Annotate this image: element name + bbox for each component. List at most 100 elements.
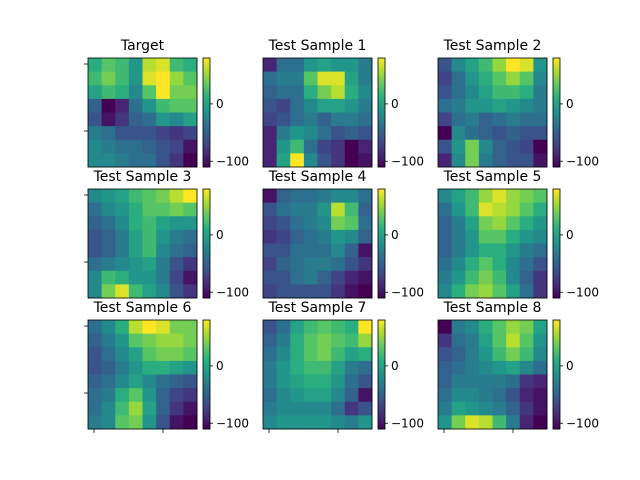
heatmap-cell [128,270,143,285]
colorbar-segment [553,116,560,119]
heatmap-cell [465,229,480,244]
colorbar-segment [378,238,385,241]
heatmap-cell [438,126,453,141]
heatmap-cell [478,401,493,416]
colorbar-segment [378,201,385,204]
heatmap-cell [506,153,521,168]
colorbar-segment [378,278,385,281]
colorbar-segment [553,334,560,337]
colorbar-segment [553,105,560,108]
colorbar-segment [553,248,560,252]
heatmap-cell [169,202,184,217]
colorbar-segment [203,88,210,92]
heatmap-cell [183,202,198,217]
colorbar-segment [378,350,385,354]
colorbar-segment [378,416,385,419]
colorbar-segment [553,88,560,92]
colorbar-segment [378,389,385,392]
panel-title: Test Sample 1 [268,38,367,54]
heatmap-cell [115,98,130,113]
colorbar-segment [553,112,560,115]
heatmap-cell [276,415,291,430]
colorbar-segment [203,379,210,383]
heatmap-cell [101,216,116,231]
colorbar-tick-label: 0 [566,97,574,111]
heatmap-cell [451,257,466,272]
colorbar-segment [203,156,210,159]
colorbar-segment [378,378,385,381]
heatmap-cell [156,71,171,86]
colorbar-segment [203,356,210,359]
heatmap-cell [88,112,103,127]
heatmap-cell [465,388,480,403]
colorbar-segment [553,143,560,146]
heatmap-cell [358,284,373,299]
heatmap-cell [533,112,548,127]
heatmap-cell [451,58,466,73]
colorbar-tick-label: −100 [216,416,249,430]
colorbar-segment [378,358,385,361]
colorbar-segment [553,414,560,417]
heatmap-cell [358,320,373,335]
colorbar-segment [553,228,560,232]
colorbar-segment [553,87,560,90]
colorbar-segment [553,405,560,408]
colorbar-segment [378,136,385,139]
colorbar-tick-label: −100 [216,154,249,168]
colorbar-segment [378,105,385,108]
heatmap-cell [290,202,305,217]
colorbar-tick-label: 0 [391,359,399,373]
colorbar-segment [203,274,210,277]
colorbar-tick-label: 0 [216,228,224,242]
colorbar-segment [378,132,385,135]
colorbar-segment [203,230,210,233]
colorbar-segment [553,356,560,359]
heatmap-cell [263,216,278,231]
colorbar-segment [553,81,560,84]
colorbar-segment [553,339,560,343]
colorbar-segment [378,72,385,75]
colorbar-segment [553,258,560,261]
heatmap-cell [492,139,507,154]
colorbar-segment [203,154,210,157]
heatmap-cell [438,189,453,204]
colorbar-segment [203,214,210,217]
heatmap-cell [263,229,278,244]
heatmap-cell [492,284,507,299]
colorbar-segment [203,410,210,414]
heatmap-cell [519,374,534,389]
colorbar-segment [553,225,560,228]
heatmap-cell [156,202,171,217]
heatmap-cell [317,216,332,231]
heatmap-cell [142,374,157,389]
heatmap-cell [533,374,548,389]
colorbar-segment [203,163,210,166]
colorbar-segment [378,248,385,252]
heatmap-cell [465,401,480,416]
heatmap-cell [438,153,453,168]
heatmap-cell [451,229,466,244]
colorbar-segment [203,227,210,230]
colorbar-segment [553,403,560,406]
heatmap-cell [344,347,359,362]
colorbar-segment [553,132,560,135]
heatmap-cell [115,347,130,362]
colorbar-segment [378,58,385,61]
heatmap-cell [344,360,359,375]
colorbar-segment [378,356,385,359]
colorbar-segment [203,427,210,430]
heatmap-cell [506,58,521,73]
colorbar-segment [378,125,385,128]
heatmap-cell [115,388,130,403]
colorbar-segment [553,65,560,68]
colorbar-segment [378,87,385,90]
heatmap-cell [128,85,143,100]
colorbar-segment [553,390,560,394]
colorbar-segment [378,410,385,414]
colorbar-segment [553,247,560,250]
heatmap-cell [88,216,103,231]
heatmap-cell [88,202,103,217]
heatmap-cell [276,202,291,217]
heatmap-cell [533,270,548,285]
heatmap-cell [451,71,466,86]
